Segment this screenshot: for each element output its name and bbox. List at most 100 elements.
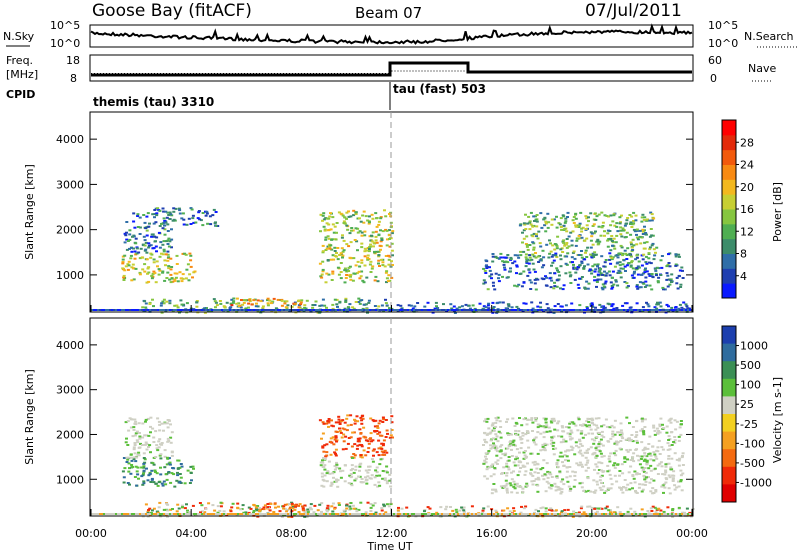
echo-pixel [134, 267, 138, 270]
echo-pixel [322, 212, 326, 215]
echo-pixel [677, 480, 680, 483]
echo-pixel [223, 306, 227, 308]
echo-pixel [155, 510, 159, 513]
echo-pixel [364, 469, 368, 472]
echo-pixel [290, 510, 294, 513]
echo-pixel [660, 485, 664, 488]
echo-pixel [186, 469, 190, 472]
echo-pixel [643, 458, 647, 461]
echo-pixel [353, 479, 357, 482]
echo-pixel [614, 241, 618, 244]
echo-pixel [536, 431, 540, 434]
echo-pixel [266, 297, 270, 300]
echo-pixel [146, 272, 149, 275]
echo-pixel [619, 221, 622, 224]
echo-pixel [611, 435, 615, 438]
echo-pixel [548, 239, 551, 242]
echo-pixel [362, 281, 366, 284]
echo-pixel [159, 304, 163, 307]
echo-pixel [346, 442, 350, 445]
echo-pixel [607, 509, 611, 512]
echo-pixel [290, 502, 294, 505]
echo-pixel [510, 306, 514, 309]
echo-pixel [183, 309, 185, 311]
echo-pixel [286, 503, 290, 506]
echo-pixel [338, 427, 341, 430]
echo-pixel [512, 480, 516, 483]
echo-pixel [347, 270, 351, 272]
echo-pixel [577, 234, 581, 237]
echo-pixel [241, 303, 245, 306]
echo-pixel [566, 480, 570, 483]
echo-pixel [415, 309, 417, 311]
echo-pixel [525, 484, 529, 487]
echo-pixel [346, 306, 350, 309]
echo-pixel [643, 286, 647, 288]
echo-pixel [584, 463, 588, 466]
echo-pixel [572, 510, 576, 513]
echo-pixel [339, 309, 341, 311]
echo-pixel [299, 513, 301, 515]
echo-pixel [577, 464, 581, 467]
echo-pixel [335, 303, 339, 306]
echo-pixel [626, 458, 629, 461]
echo-pixel [571, 421, 575, 424]
echo-pixel [687, 307, 691, 310]
echo-pixel [499, 513, 501, 515]
echo-pixel [547, 309, 549, 311]
echo-pixel [598, 432, 601, 434]
echo-pixel [93, 513, 95, 515]
echo-pixel [628, 422, 631, 425]
echo-pixel [643, 513, 645, 515]
echo-pixel [539, 212, 543, 215]
echo-pixel [322, 485, 326, 488]
echo-pixel [276, 298, 280, 301]
echo-pixel [615, 262, 619, 265]
echo-pixel [345, 429, 349, 432]
echo-pixel [405, 506, 409, 509]
echo-pixel [187, 279, 191, 282]
echo-pixel [124, 421, 128, 424]
echo-pixel [258, 508, 262, 511]
echo-pixel [132, 428, 136, 431]
echo-pixel [385, 244, 389, 247]
echo-pixel [485, 468, 489, 471]
echo-pixel [581, 436, 585, 439]
echo-pixel [596, 264, 599, 267]
echo-pixel [580, 481, 584, 484]
nsky-label: N.Sky [3, 30, 35, 43]
echo-pixel [367, 469, 371, 471]
echo-pixel [222, 510, 226, 513]
echo-pixel [169, 213, 173, 216]
echo-pixel [585, 309, 587, 311]
echo-pixel [350, 464, 354, 467]
echo-pixel [618, 474, 621, 477]
echo-pixel [510, 471, 513, 474]
echo-pixel [335, 309, 337, 311]
echo-pixel [483, 281, 487, 284]
echo-pixel [130, 266, 134, 269]
echo-pixel [510, 455, 514, 457]
echo-pixel [590, 272, 594, 275]
echo-pixel [437, 309, 439, 311]
echo-pixel [462, 509, 466, 512]
echo-pixel [665, 425, 669, 428]
echo-pixel [577, 287, 581, 289]
echo-pixel [638, 310, 642, 313]
echo-pixel [325, 451, 329, 454]
echo-pixel [393, 513, 395, 515]
echo-pixel [593, 275, 597, 278]
echo-pixel [592, 423, 596, 426]
echo-pixel [360, 444, 364, 446]
echo-pixel [385, 277, 389, 280]
echo-pixel [142, 472, 145, 475]
echo-pixel [325, 508, 329, 511]
echo-pixel [557, 278, 561, 281]
echo-pixel [673, 484, 677, 487]
echo-pixel [600, 286, 604, 289]
echo-pixel [556, 465, 560, 468]
echo-pixel [567, 513, 569, 515]
echo-pixel [654, 272, 658, 275]
echo-pixel [569, 429, 573, 432]
echo-pixel [568, 489, 572, 492]
